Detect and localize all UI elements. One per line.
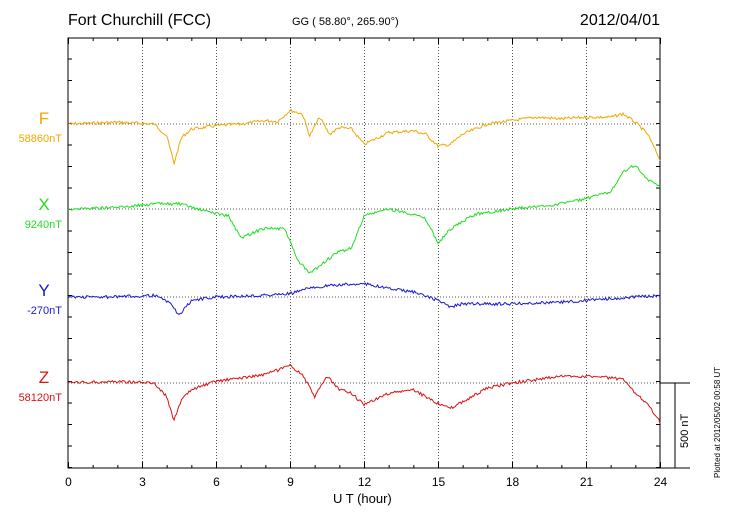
- trace-x: [67, 164, 661, 274]
- component-label-x: X: [38, 195, 49, 214]
- x-tick-label-12: 12: [358, 475, 372, 489]
- trace-y: [67, 282, 661, 316]
- plot-date: 2012/04/01: [579, 12, 660, 29]
- trace-f: [67, 108, 661, 166]
- baseline-value-z: 58120nT: [19, 392, 63, 404]
- station-title: Fort Churchill (FCC): [68, 12, 212, 29]
- baseline-value-f: 58860nT: [19, 133, 63, 145]
- geographic-coordinates: GG ( 58.80°, 265.90°): [292, 16, 399, 28]
- trace-z: [67, 363, 661, 424]
- component-label-f: F: [39, 109, 49, 128]
- plot-frame: [67, 37, 661, 469]
- component-label-y: Y: [38, 281, 49, 300]
- x-tick-label-0: 0: [65, 475, 72, 489]
- component-label-z: Z: [39, 368, 49, 387]
- x-tick-label-24: 24: [654, 475, 668, 489]
- x-tick-label-6: 6: [213, 475, 220, 489]
- x-tick-label-21: 21: [580, 475, 594, 489]
- x-tick-label-15: 15: [432, 475, 446, 489]
- baseline-value-x: 9240nT: [25, 219, 63, 231]
- x-axis-label: U T (hour): [333, 491, 392, 506]
- x-tick-label-18: 18: [506, 475, 520, 489]
- x-tick-label-9: 9: [287, 475, 294, 489]
- baseline-value-y: -270nT: [27, 305, 62, 317]
- x-tick-label-3: 3: [139, 475, 146, 489]
